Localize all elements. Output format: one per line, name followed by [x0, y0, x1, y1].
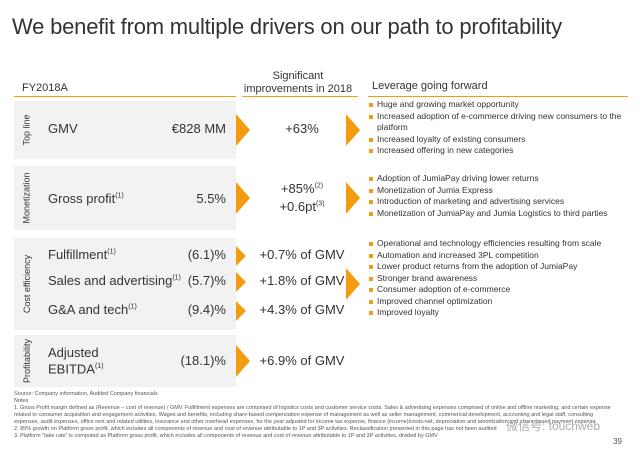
section-label: Cost efficiency: [14, 238, 40, 330]
top-line-bullets: Huge and growing market opportunity Incr…: [368, 99, 632, 157]
list-item: Consumer adoption of e-commerce: [368, 284, 632, 296]
row-improvement-2: +0.6pt(3): [279, 199, 325, 214]
section-profitability: Profitability: [14, 335, 236, 387]
row-label: GMV: [48, 121, 78, 136]
list-item: Lower product returns from the adoption …: [368, 261, 632, 273]
row-improvement: +63%: [285, 121, 319, 136]
row-value: (9.4)%: [187, 302, 226, 317]
list-item: Monetization of JumiaPay and Jumia Logis…: [368, 208, 638, 220]
note-3: 3. Platform "take rate" is computed as P…: [14, 433, 438, 439]
section-top-line: Top line: [14, 101, 236, 159]
list-item: Improved channel optimization: [368, 296, 632, 308]
list-item: Operational and technology efficiencies …: [368, 238, 632, 250]
arrow-icon: [236, 182, 250, 214]
arrow-icon: [236, 114, 250, 146]
row-improvement: +1.8% of GMV: [259, 273, 345, 288]
note-1: 1. Gross Profit margin defined as (Reven…: [14, 405, 611, 425]
row-label: Sales and advertising(1): [48, 273, 181, 288]
watermark: 微信号: touchweb: [505, 419, 600, 433]
list-item: Monetization of Jumia Express: [368, 185, 638, 197]
arrow-icon: [236, 301, 246, 321]
section-label: Profitability: [14, 335, 40, 387]
improvements-header-rule: [242, 96, 358, 97]
row-improvement-1: +85%(2): [280, 181, 324, 196]
fy-header-rule: [14, 96, 236, 97]
arrow-icon: [346, 182, 360, 214]
leverage-header: Leverage going forward: [372, 80, 488, 92]
row-improvement: +6.9% of GMV: [259, 353, 345, 368]
arrow-icon: [346, 268, 360, 300]
row-value: (6.1)%: [187, 247, 226, 262]
row-value: (5.7)%: [187, 273, 226, 288]
cost-efficiency-bullets: Operational and technology efficiencies …: [368, 238, 632, 319]
list-item: Automation and increased 3PL competition: [368, 250, 632, 262]
row-value: 5.5%: [196, 191, 226, 206]
list-item: Increased loyalty of existing consumers: [368, 134, 632, 146]
row-label: G&A and tech(1): [48, 302, 137, 317]
leverage-header-rule: [368, 96, 628, 97]
notes-heading: Notes: [14, 398, 29, 404]
row-label: Adjusted EBITDA(1): [48, 345, 104, 377]
list-item: Increased offering in new categories: [368, 145, 632, 157]
list-item: Introduction of marketing and advertisin…: [368, 196, 638, 208]
arrow-icon: [236, 345, 250, 377]
fy-header: FY2018A: [22, 82, 68, 94]
improvements-header: Significant improvements in 2018: [243, 70, 353, 95]
page-title: We benefit from multiple drivers on our …: [12, 14, 562, 39]
arrow-icon: [346, 114, 360, 146]
section-cost-efficiency: Cost efficiency: [14, 238, 236, 330]
section-monetization: Monetization: [14, 166, 236, 230]
row-improvement: +0.7% of GMV: [259, 247, 345, 262]
arrow-icon: [236, 246, 246, 266]
list-item: Huge and growing market opportunity: [368, 99, 632, 111]
monetization-bullets: Adoption of JumiaPay driving lower retur…: [368, 173, 638, 219]
section-label: Monetization: [14, 166, 40, 230]
footer-notes: Source: Company information, Audited Com…: [14, 391, 614, 440]
row-value: (18.1)%: [180, 353, 226, 368]
section-label: Top line: [14, 101, 40, 159]
row-improvement: +4.3% of GMV: [259, 302, 345, 317]
arrow-icon: [236, 272, 246, 292]
row-label: Fulfillment(1): [48, 247, 116, 262]
note-2: 2. 85% growth on Platform gross profit, …: [14, 426, 497, 432]
list-item: Adoption of JumiaPay driving lower retur…: [368, 173, 638, 185]
list-item: Stronger brand awareness: [368, 273, 632, 285]
list-item: Improved loyalty: [368, 307, 632, 319]
source-line: Source: Company information, Audited Com…: [14, 391, 158, 397]
row-label: Gross profit(1): [48, 191, 124, 206]
page-number: 39: [613, 437, 622, 446]
list-item: Increased adoption of e-commerce driving…: [368, 111, 632, 134]
row-value: €828 MM: [171, 121, 226, 136]
